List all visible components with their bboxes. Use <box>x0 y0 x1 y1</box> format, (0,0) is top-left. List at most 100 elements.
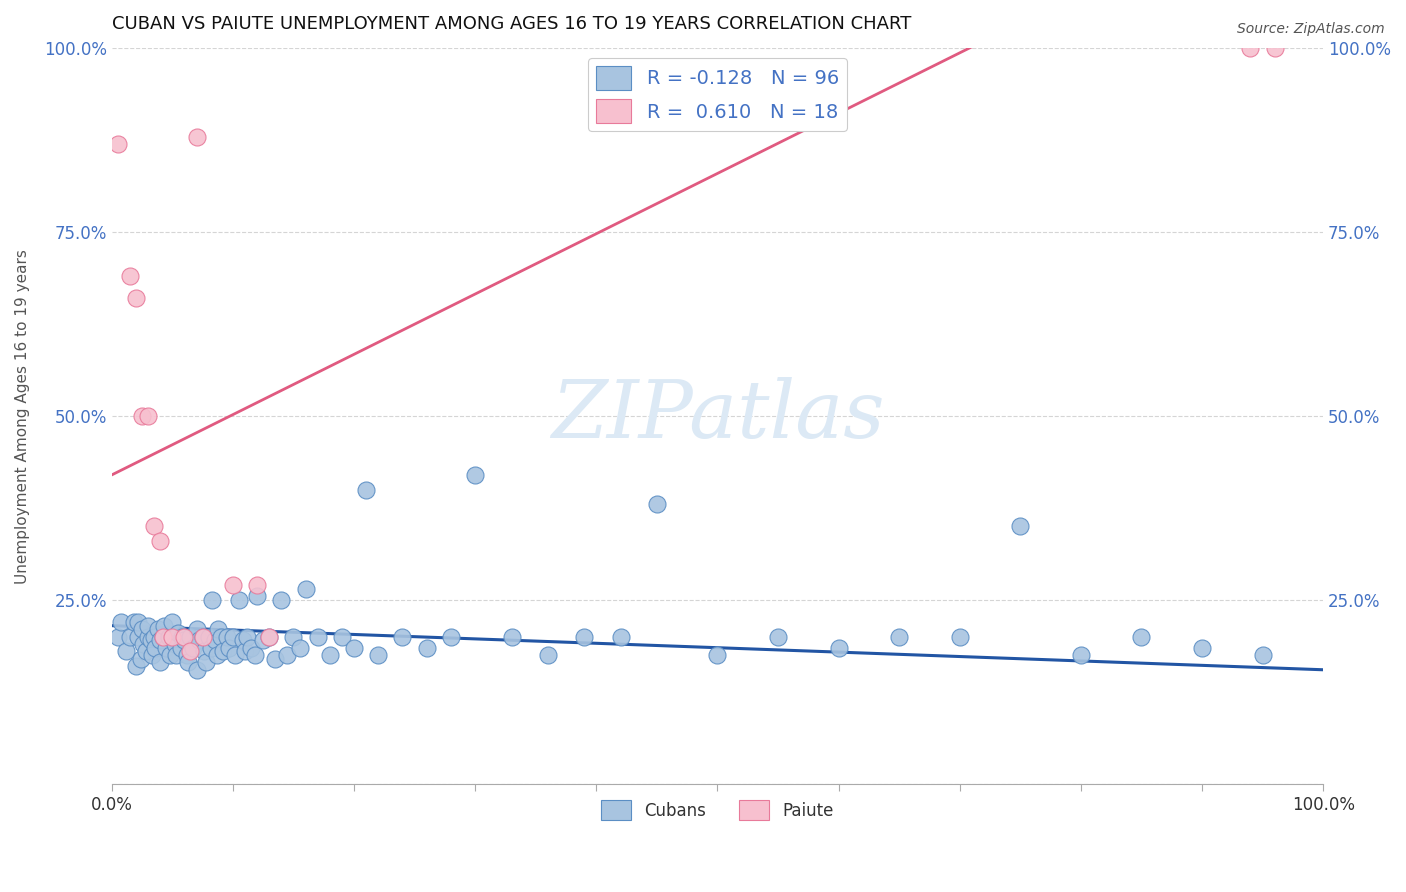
Point <box>330 630 353 644</box>
Point <box>1264 41 1286 55</box>
Point <box>215 630 238 644</box>
Point <box>391 630 413 644</box>
Point <box>233 644 256 658</box>
Point <box>572 630 595 644</box>
Point <box>170 630 193 644</box>
Point <box>143 640 166 655</box>
Point <box>107 630 129 644</box>
Point <box>1070 648 1092 662</box>
Point <box>146 623 169 637</box>
Point <box>167 626 190 640</box>
Point <box>232 633 254 648</box>
Point <box>125 659 148 673</box>
Y-axis label: Unemployment Among Ages 16 to 19 years: Unemployment Among Ages 16 to 19 years <box>15 249 30 583</box>
Point <box>110 615 132 629</box>
Point <box>228 593 250 607</box>
Point <box>706 648 728 662</box>
Point <box>243 648 266 662</box>
Legend: Cubans, Paiute: Cubans, Paiute <box>595 793 841 827</box>
Point <box>609 630 631 644</box>
Point <box>132 637 155 651</box>
Point <box>257 630 280 644</box>
Point <box>464 467 486 482</box>
Point <box>162 630 184 644</box>
Point <box>827 640 849 655</box>
Point <box>222 630 245 644</box>
Point <box>159 648 181 662</box>
Point <box>173 633 195 648</box>
Point <box>149 633 172 648</box>
Point <box>537 648 560 662</box>
Point <box>163 637 186 651</box>
Point <box>270 593 292 607</box>
Point <box>176 648 198 662</box>
Point <box>165 648 187 662</box>
Point <box>139 633 162 648</box>
Point <box>135 644 157 658</box>
Point <box>131 409 153 423</box>
Point <box>294 582 316 596</box>
Point <box>207 623 229 637</box>
Point <box>205 648 228 662</box>
Point <box>367 648 389 662</box>
Point <box>236 630 259 644</box>
Point <box>127 615 149 629</box>
Point <box>276 648 298 662</box>
Point <box>240 640 263 655</box>
Point <box>766 630 789 644</box>
Point <box>173 630 195 644</box>
Point <box>264 651 287 665</box>
Point <box>354 483 377 497</box>
Point <box>204 633 226 648</box>
Point <box>283 630 305 644</box>
Point <box>153 618 176 632</box>
Point <box>188 633 211 648</box>
Point <box>197 630 219 644</box>
Point <box>288 640 311 655</box>
Point <box>118 269 141 284</box>
Point <box>152 630 174 644</box>
Point <box>129 651 152 665</box>
Point <box>200 640 222 655</box>
Point <box>307 630 329 644</box>
Point <box>1191 640 1213 655</box>
Point <box>415 640 437 655</box>
Point <box>136 618 159 632</box>
Point <box>107 136 129 151</box>
Point <box>125 292 148 306</box>
Point <box>149 656 172 670</box>
Point <box>115 644 138 658</box>
Point <box>152 630 174 644</box>
Point <box>186 129 208 144</box>
Point <box>122 615 145 629</box>
Point <box>186 663 208 677</box>
Point <box>645 497 668 511</box>
Point <box>1010 519 1032 533</box>
Point <box>224 648 246 662</box>
Point <box>440 630 463 644</box>
Point <box>343 640 366 655</box>
Point <box>193 644 215 658</box>
Text: CUBAN VS PAIUTE UNEMPLOYMENT AMONG AGES 16 TO 19 YEARS CORRELATION CHART: CUBAN VS PAIUTE UNEMPLOYMENT AMONG AGES … <box>111 15 911 33</box>
Text: Source: ZipAtlas.com: Source: ZipAtlas.com <box>1237 22 1385 37</box>
Point <box>170 640 193 655</box>
Point <box>218 640 240 655</box>
Point <box>949 630 972 644</box>
Point <box>136 630 159 644</box>
Point <box>136 409 159 423</box>
Point <box>131 623 153 637</box>
Point <box>191 630 214 644</box>
Point <box>143 519 166 533</box>
Text: ZIPatlas: ZIPatlas <box>551 377 884 455</box>
Point <box>155 640 177 655</box>
Point <box>1251 648 1274 662</box>
Point <box>191 630 214 644</box>
Point <box>257 630 280 644</box>
Point <box>201 593 224 607</box>
Point <box>1239 41 1261 55</box>
Point <box>141 648 163 662</box>
Point <box>222 578 245 592</box>
Point <box>501 630 523 644</box>
Point <box>162 630 184 644</box>
Point <box>246 578 269 592</box>
